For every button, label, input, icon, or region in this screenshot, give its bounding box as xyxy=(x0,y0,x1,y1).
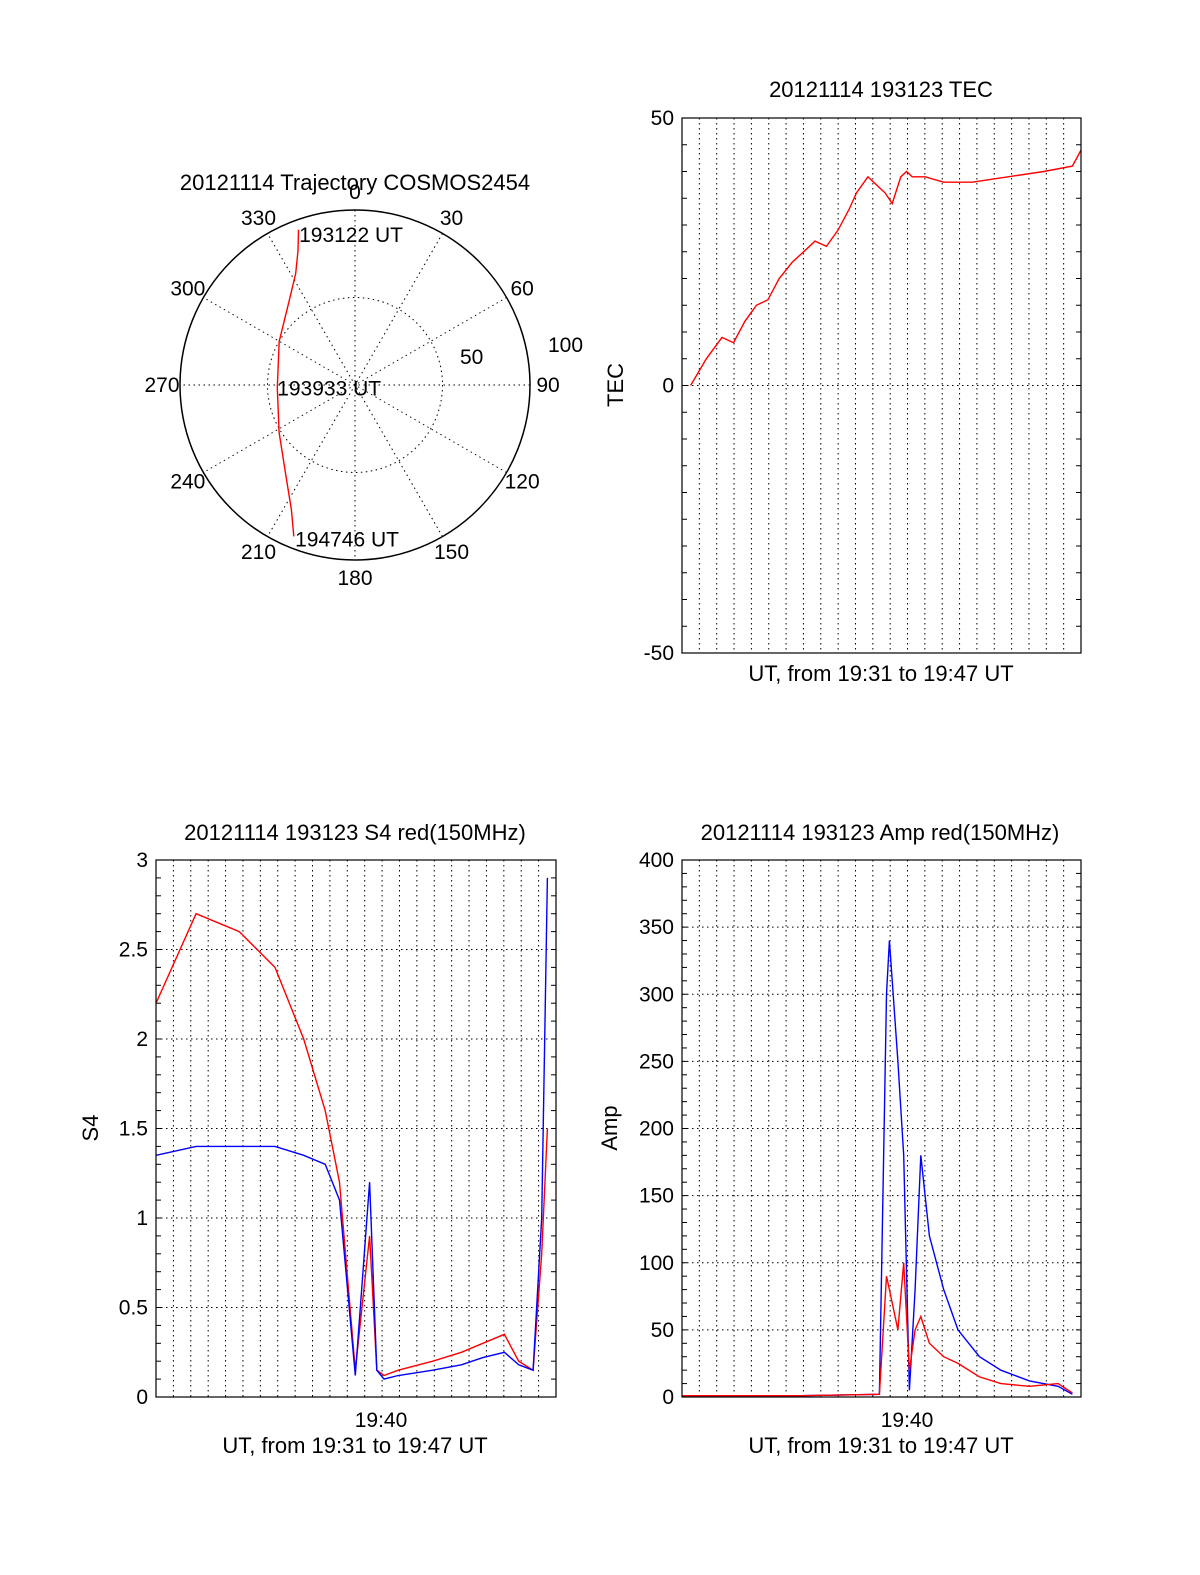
amp-series-line-1 xyxy=(682,1262,1073,1397)
polar-title: 20121114 Trajectory COSMOS2454 xyxy=(180,170,530,195)
polar-trajectory xyxy=(276,229,300,537)
amp-y-axis-label: Amp xyxy=(597,1105,622,1150)
polar-azimuth-label: 180 xyxy=(337,567,372,590)
polar-azimuth-label: 0 xyxy=(349,181,361,204)
amp-minor-ticks xyxy=(682,872,1081,1385)
amp-series-line-0 xyxy=(682,940,1073,1397)
s4-plot: 20121114 193123 S4 red(150MHz) 0 0.5 1 1.5 2… xyxy=(78,820,557,1458)
polar-spoke-150 xyxy=(267,233,443,537)
s4-x-axis-label: UT, from 19:31 to 19:47 UT xyxy=(222,1433,487,1458)
trajectory-polar-plot: 20121114 Trajectory COSMOS2454 0 30 60 90 12… xyxy=(144,170,583,590)
tec-minor-ticks xyxy=(682,144,1081,627)
tec-series-line-0 xyxy=(689,149,1081,386)
s4-series-line-0 xyxy=(156,912,549,1377)
s4-y-tick-labels: 0 0.5 1 1.5 2 2.5 3 xyxy=(119,849,148,1409)
s4-y-tick-label: 0 xyxy=(136,1386,148,1409)
amp-frame xyxy=(681,859,1082,1398)
amp-plot: 20121114 193123 Amp red(150MHz) 0 50 100 15… xyxy=(597,820,1082,1458)
s4-y-tick-label: 1.5 xyxy=(119,1118,148,1141)
s4-y-tick-label: 3 xyxy=(136,849,148,872)
s4-minor-ticks xyxy=(156,877,556,1380)
amp-y-tick-label: 100 xyxy=(639,1252,674,1275)
s4-title: 20121114 193123 S4 red(150MHz) xyxy=(184,820,526,845)
tec-series xyxy=(689,149,1081,386)
amp-y-tick-labels: 0 50 100 150 200 250 300 350 400 xyxy=(639,849,674,1409)
s4-x-tick-label: 19:40 xyxy=(355,1409,408,1432)
amp-y-tick-label: 0 xyxy=(662,1386,674,1409)
amp-title: 20121114 193123 Amp red(150MHz) xyxy=(701,820,1060,845)
amp-series xyxy=(682,940,1073,1397)
tec-title: 20121114 193123 TEC xyxy=(769,77,993,102)
s4-frame xyxy=(155,859,557,1398)
tec-y-tick-labels: 50 0 -50 xyxy=(644,107,674,665)
s4-series-line-1 xyxy=(156,877,549,1380)
amp-y-tick-label: 350 xyxy=(639,916,674,939)
polar-azimuth-label: 210 xyxy=(241,541,276,564)
polar-spokes xyxy=(180,210,530,560)
amp-y-tick-label: 50 xyxy=(651,1319,674,1342)
polar-azimuth-label: 330 xyxy=(241,207,276,230)
amp-y-tick-label: 150 xyxy=(639,1185,674,1208)
trajectory-end-label: 194746 UT xyxy=(295,529,399,552)
polar-azimuth-label: 60 xyxy=(510,278,533,301)
amp-x-axis-label: UT, from 19:31 to 19:47 UT xyxy=(748,1433,1013,1458)
polar-azimuth-label: 270 xyxy=(144,374,179,397)
polar-azimuth-label: 300 xyxy=(170,278,205,301)
polar-azimuth-labels: 0 30 60 90 120 150 180 210 240 270 300 330 xyxy=(144,181,559,590)
tec-y-tick-label: 0 xyxy=(662,375,674,398)
polar-azimuth-label: 150 xyxy=(434,541,469,564)
polar-radial-label-100: 100 xyxy=(548,334,583,357)
s4-y-axis-label: S4 xyxy=(78,1115,103,1142)
amp-x-tick-label: 19:40 xyxy=(881,1409,934,1432)
s4-y-tick-label: 2.5 xyxy=(119,939,148,962)
trajectory-start-label: 193122 UT xyxy=(299,224,403,247)
polar-azimuth-label: 90 xyxy=(536,374,559,397)
polar-azimuth-label: 30 xyxy=(440,207,463,230)
tec-y-tick-label: 50 xyxy=(651,107,674,130)
polar-inner-circle xyxy=(267,297,443,473)
s4-y-tick-label: 0.5 xyxy=(119,1297,148,1320)
tec-x-axis-label: UT, from 19:31 to 19:47 UT xyxy=(748,661,1013,686)
s4-y-tick-label: 2 xyxy=(136,1028,148,1051)
amp-y-tick-label: 250 xyxy=(639,1050,674,1073)
amp-y-tick-label: 200 xyxy=(639,1118,674,1141)
trajectory-line xyxy=(276,229,300,537)
s4-series xyxy=(156,877,549,1380)
polar-azimuth-label: 240 xyxy=(170,471,205,494)
amp-grid xyxy=(682,860,1081,1397)
tec-y-axis-label: TEC xyxy=(603,363,628,407)
amp-y-tick-label: 400 xyxy=(639,849,674,872)
tec-frame xyxy=(681,117,1082,654)
amp-y-tick-label: 300 xyxy=(639,983,674,1006)
s4-grid xyxy=(156,860,556,1397)
tec-plot: 20121114 193123 TEC 50 0 -50 UT, from 19:3… xyxy=(603,77,1082,686)
trajectory-mid-label: 193933 UT xyxy=(277,378,381,401)
polar-azimuth-label: 120 xyxy=(505,471,540,494)
tec-grid xyxy=(682,118,1081,653)
polar-radial-label-50: 50 xyxy=(460,346,483,369)
s4-y-tick-label: 1 xyxy=(136,1207,148,1230)
tec-y-tick-label: -50 xyxy=(644,642,674,665)
